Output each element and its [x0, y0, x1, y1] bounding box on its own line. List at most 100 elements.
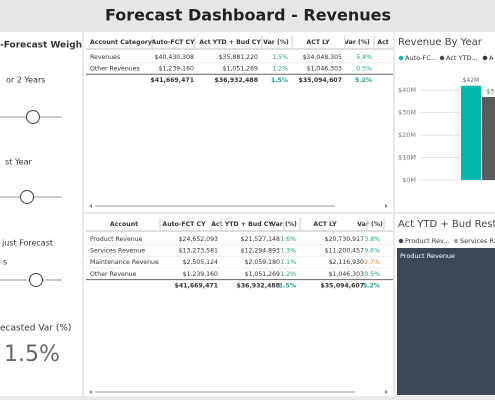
- row-label: Services Revenue: [90, 248, 145, 255]
- cell: $35,094,607: [299, 77, 342, 84]
- column-header: Account: [110, 221, 138, 228]
- cell: $1,051,269: [223, 66, 258, 73]
- cell: -2.7%: [362, 259, 380, 266]
- cell: $1,046,303: [307, 66, 342, 73]
- cell: $21,527,148: [241, 236, 280, 243]
- cell: 1.2%: [280, 271, 296, 278]
- cell: $40,430,308: [155, 54, 194, 61]
- slicer-label: or 2 Years: [6, 76, 45, 85]
- cell: $36,932,488: [237, 282, 280, 289]
- treemap: Act YTD + Bud Rest O Product Rev... Servic…: [397, 219, 495, 395]
- slicer-label: just Forecast: [1, 239, 53, 248]
- cell: $12,294,893: [241, 248, 280, 255]
- title-bar: [0, 0, 495, 32]
- sliders: [0, 110, 62, 287]
- column-header: Account Category: [90, 39, 152, 46]
- slicer-label: st Year: [5, 158, 32, 167]
- cell: 1.6%: [280, 236, 296, 243]
- cell: $11,200,457: [325, 248, 364, 255]
- legend-label: Auto-FC...: [405, 54, 437, 62]
- cell: 1.2%: [272, 66, 288, 73]
- tile-label: Product Revenue: [400, 252, 455, 260]
- scroll-right[interactable]: [385, 390, 388, 394]
- column-header: Var (%): [357, 221, 383, 228]
- top-table-panel: [84, 32, 393, 212]
- cell: $1,051,269: [245, 271, 280, 278]
- cell: 5.2%: [363, 282, 380, 289]
- cell: 1.3%: [280, 248, 296, 255]
- scroll-left[interactable]: [89, 390, 92, 394]
- cell: $35,881,220: [219, 54, 258, 61]
- column-header: ACT LY: [313, 221, 337, 228]
- cell: 1.5%: [272, 54, 288, 61]
- column-header: ACT LY: [306, 39, 330, 46]
- cell: 0.5%: [364, 271, 380, 278]
- y-tick-label: $40M: [398, 86, 416, 94]
- cell: 1.1%: [280, 259, 296, 266]
- scroll-thumb[interactable]: [95, 205, 335, 207]
- scroll-thumb[interactable]: [95, 391, 355, 393]
- row-label: Product Revenue: [90, 236, 143, 243]
- cell: 0.5%: [356, 66, 372, 73]
- cell: 9.6%: [364, 248, 380, 255]
- slicer-label: s: [3, 258, 7, 267]
- cell: $24,652,093: [179, 236, 218, 243]
- cell: 5.2%: [355, 77, 372, 84]
- scrollbars: [89, 204, 388, 394]
- chart-title: Revenue By Year: [398, 37, 483, 48]
- row-label: Maintenance Revenue: [90, 259, 159, 266]
- slider-handle[interactable]: [20, 190, 34, 204]
- scroll-left[interactable]: [89, 204, 92, 208]
- cell: 1.5%: [279, 282, 296, 289]
- data-label: $42M: [463, 77, 480, 84]
- column-header: Var (%): [263, 39, 289, 46]
- legend-label: Services R...: [460, 237, 495, 245]
- kpi-label: ecasted Var (%): [0, 324, 71, 334]
- left-panel: [0, 32, 82, 396]
- cell: $13,273,581: [179, 248, 218, 255]
- scroll-right[interactable]: [385, 204, 388, 208]
- cell: $20,730,917: [325, 236, 364, 243]
- legend-label: Act YTD...: [446, 54, 478, 62]
- cell: $35,094,607: [321, 282, 364, 289]
- y-tick-label: $0M: [402, 176, 416, 184]
- y-tick-label: $20M: [398, 131, 416, 139]
- bar: [482, 96, 495, 180]
- bar: [461, 85, 481, 180]
- cell: 1.5%: [271, 77, 288, 84]
- dashboard-title: Forecast Dashboard - Revenues: [105, 6, 391, 25]
- legend-dot: [482, 55, 488, 61]
- treemap-title: Act YTD + Bud Rest O: [398, 219, 495, 230]
- cell: $1,239,160: [159, 66, 194, 73]
- column-header: Var (%): [344, 39, 370, 46]
- group: Account Category Auto-FCT CY Act YTD + Bud…: [86, 36, 393, 84]
- column-header: Auto-FCT CY: [151, 39, 195, 46]
- y-tick-label: $30M: [398, 109, 416, 117]
- legend-label: A: [489, 54, 494, 62]
- row-label: Other Revenue: [90, 271, 137, 278]
- cell: $2,116,930: [329, 259, 364, 266]
- column-header: Auto-FCT CY: [162, 221, 206, 228]
- legend-label: Product Rev...: [405, 237, 450, 245]
- column-header: Act YTD + Bud CY: [211, 221, 273, 228]
- cell: $1,239,160: [183, 271, 218, 278]
- cell: $41,669,471: [175, 282, 218, 289]
- y-tick-label: $10M: [398, 154, 416, 162]
- legend-dot: [398, 238, 404, 244]
- revenue-chart: Revenue By Year Auto-FC... Act YTD... A $0M $…: [398, 37, 495, 184]
- cell: $36,932,488: [215, 77, 258, 84]
- cell: $2,059,180: [245, 259, 280, 266]
- cell: 5.4%: [356, 54, 372, 61]
- slider-handle[interactable]: [26, 110, 40, 124]
- cell: $1,046,303: [329, 271, 364, 278]
- data-label: $37: [486, 88, 495, 95]
- legend-dot: [439, 55, 445, 61]
- slider-handle[interactable]: [29, 273, 43, 287]
- column-header: Act: [377, 39, 388, 46]
- kpi-value: 1.5%: [4, 342, 60, 367]
- group: -Forecast Weight or 2 Years st Year just Fo…: [0, 41, 82, 368]
- cell: $2,505,124: [183, 259, 218, 266]
- cell: $41,669,471: [151, 77, 194, 84]
